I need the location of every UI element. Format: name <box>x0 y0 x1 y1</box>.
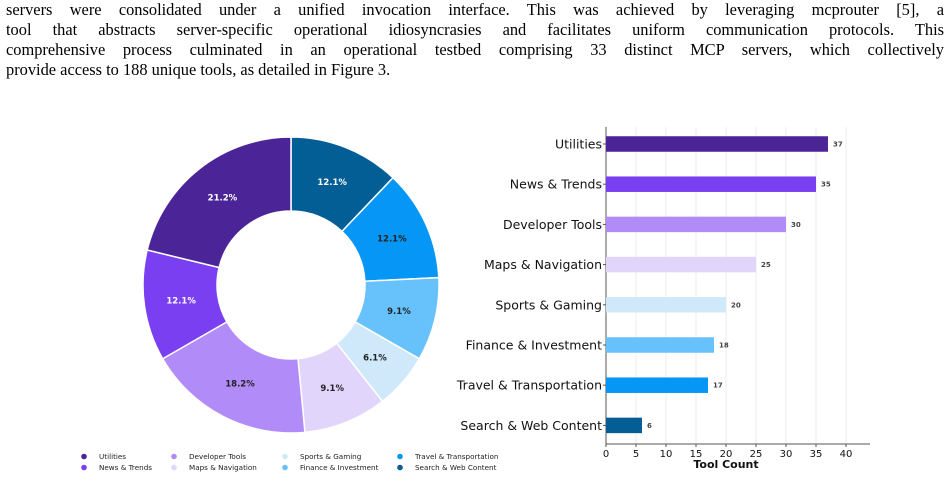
x-tick-label: 35 <box>810 449 823 460</box>
y-tick-label: Developer Tools <box>503 217 602 232</box>
bar-value-label: 20 <box>731 301 741 309</box>
bar-value-label: 25 <box>761 261 771 269</box>
paragraph-line: tool that abstracts server-specific oper… <box>6 20 944 39</box>
legend-label: Travel & Transportation <box>414 452 498 461</box>
legend-label: Sports & Gaming <box>300 452 361 461</box>
body-paragraph: servers were consolidated under a unifie… <box>6 0 944 80</box>
y-tick-label: News & Trends <box>510 177 602 192</box>
paragraph-line: comprehensive process culminated in an o… <box>6 40 944 59</box>
legend-marker <box>397 464 403 471</box>
legend-marker <box>81 464 87 471</box>
bar-value-label: 30 <box>791 221 801 229</box>
donut-slice-label: 18.2% <box>225 380 255 390</box>
paragraph-line: servers were consolidated under a unifie… <box>6 0 944 19</box>
legend-marker <box>397 453 403 460</box>
legend-label: Search & Web Content <box>415 463 497 472</box>
y-tick-label: Travel & Transportation <box>456 378 602 393</box>
bar-developer-tools <box>606 216 786 233</box>
donut-slice-label: 12.1% <box>377 235 407 245</box>
donut-slice-label: 12.1% <box>166 297 196 307</box>
x-tick-label: 25 <box>750 449 763 460</box>
y-tick-label: Finance & Investment <box>466 338 602 353</box>
donut-slice-label: 9.1% <box>387 307 411 317</box>
legend-marker <box>171 453 177 460</box>
legend-marker <box>282 464 288 471</box>
legend-label: Maps & Navigation <box>189 463 257 472</box>
y-tick-label: Sports & Gaming <box>495 297 602 312</box>
legend-label: Developer Tools <box>189 452 246 461</box>
bar-finance-and-investment <box>606 337 714 353</box>
donut-slice-label: 6.1% <box>363 354 387 364</box>
bar-maps-and-navigation <box>606 256 756 273</box>
x-tick-label: 15 <box>690 449 703 460</box>
x-tick-label: 5 <box>633 449 639 460</box>
bar-value-label: 6 <box>647 422 652 430</box>
legend-marker <box>171 464 177 471</box>
donut-slice-label: 21.2% <box>208 194 238 204</box>
donut-slice-label: 9.1% <box>320 384 344 394</box>
x-tick-label: 0 <box>603 449 609 460</box>
y-tick-label: Maps & Navigation <box>484 257 602 272</box>
x-axis-title: Tool Count <box>693 458 758 471</box>
bar-sports-and-gaming <box>606 297 726 313</box>
x-tick-label: 10 <box>660 449 673 460</box>
bar-value-label: 17 <box>713 382 723 390</box>
x-tick-label: 40 <box>840 449 853 460</box>
legend-label: Finance & Investment <box>300 463 379 472</box>
bar-value-label: 18 <box>719 342 729 350</box>
x-tick-label: 30 <box>780 449 793 460</box>
bar-value-label: 35 <box>821 181 831 189</box>
y-tick-label: Utilities <box>555 137 602 152</box>
y-tick-label: Search & Web Content <box>460 418 602 433</box>
bar-search-and-web-content <box>606 417 642 434</box>
bar-travel-and-transportation <box>606 377 708 393</box>
donut-slice-developer-tools <box>161 320 306 434</box>
donut-slice-label: 12.1% <box>317 178 347 188</box>
bar-utilities <box>606 136 828 152</box>
bar-chart: 0 5 10 15 20 25 30 35 40 Tool Count Utilities 37 New… <box>456 127 870 471</box>
donut-chart: 12.1% 12.1% 9.1% 6.1% 9.1% 18.2% 12.1% 21.2% Uti… <box>81 136 498 472</box>
bar-value-label: 37 <box>833 141 843 149</box>
bar-news-and-trends <box>606 176 816 192</box>
legend-marker <box>282 453 288 460</box>
donut-slice-utilities <box>146 136 292 269</box>
paragraph-line: provide access to 188 unique tools, as d… <box>6 60 391 79</box>
x-tick-label: 20 <box>720 449 733 460</box>
legend-label: Utilities <box>99 452 126 461</box>
legend-marker <box>81 453 87 460</box>
legend-label: News & Trends <box>99 463 152 472</box>
